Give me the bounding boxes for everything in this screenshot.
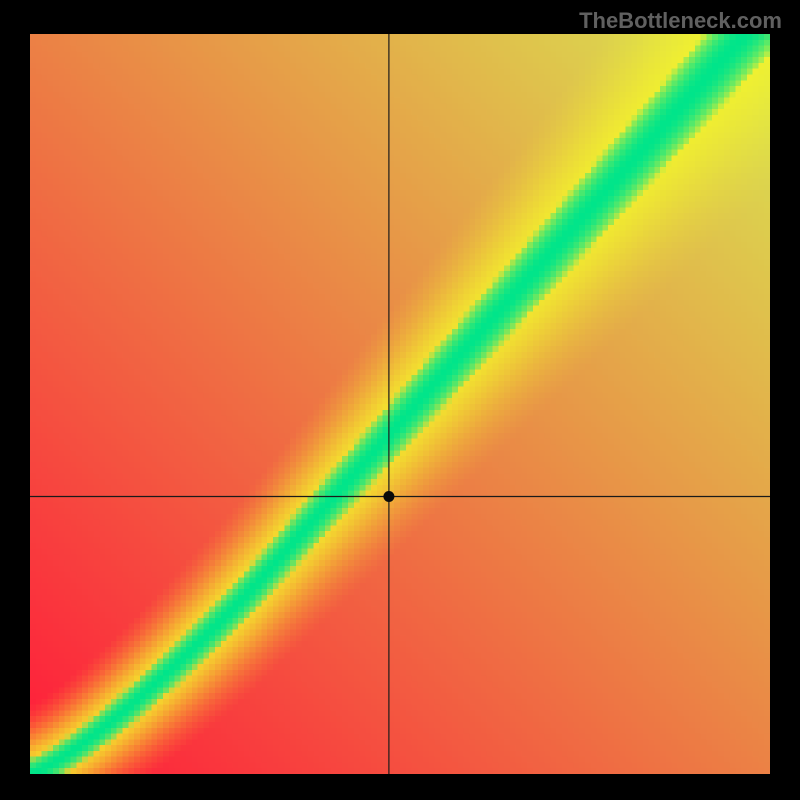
chart-container: TheBottleneck.com — [0, 0, 800, 800]
watermark-text: TheBottleneck.com — [579, 8, 782, 34]
bottleneck-heatmap — [30, 34, 770, 774]
